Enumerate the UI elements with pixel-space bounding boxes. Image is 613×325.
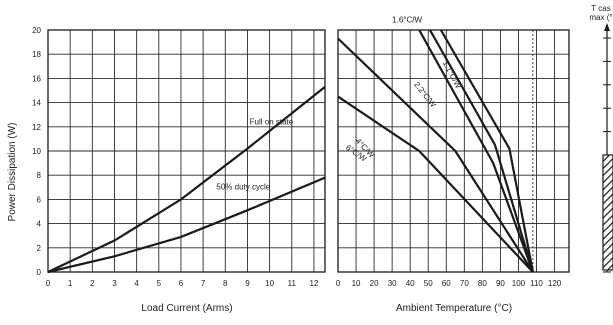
x-tick-label: 7 [201,279,206,288]
series-line [337,95,534,273]
y-tick-label: 6 [37,195,42,204]
y-tick-label: 4 [37,220,42,229]
y-tick-label: 2 [37,244,42,253]
x-tick-label: 40 [406,279,415,288]
x-tick-label: 60 [442,279,451,288]
series-line [439,29,534,273]
series-label: Full on state [250,117,294,126]
x-tick-label: 110 [530,279,543,288]
x-tick-label: 90 [496,279,505,288]
x-tick-label: 6 [179,279,184,288]
x-tick-label: 10 [265,279,274,288]
x-tick-label: 5 [157,279,162,288]
series-line [47,176,326,274]
plot-frame [47,29,326,273]
case-temperature-scale: T cas max (° [589,4,613,273]
x-tick-label: 11 [288,279,297,288]
series-label: 2.2°C/W [412,80,438,109]
y-tick-label: 16 [32,74,41,83]
x-tick-label: 120 [548,279,562,288]
y-tick-label: 10 [32,147,41,156]
series-label: 50% duty cycle [216,183,270,192]
x-tick-label: 20 [370,279,379,288]
tcase-label-line2: max (° [589,13,612,22]
y-tick-label: 8 [37,171,42,180]
x-tick-label: 9 [245,279,250,288]
series-line [47,86,326,273]
series-line [337,37,534,273]
left-x-axis-label: Load Current (Arms) [141,303,232,314]
x-tick-label: 3 [112,279,117,288]
x-tick-label: 12 [309,279,318,288]
y-axis-label: Power Dissipation (W) [7,123,18,222]
x-tick-label: 10 [352,279,361,288]
right-x-axis-label: Ambient Temperature (°C) [396,303,512,314]
plot-frame [337,29,570,273]
tcase-hatched-bar [602,154,613,271]
y-tick-label: 18 [32,50,41,59]
x-tick-label: 80 [478,279,487,288]
ambient-temperature-chart: 0 10 20 30 40 50 60 70 80 90 100 110 1201.6°C/W1.1°C… [336,16,570,288]
y-tick-label: 0 [37,268,42,277]
y-tick-label: 12 [32,123,41,132]
x-tick-label: 2 [90,279,95,288]
x-tick-label: 1 [68,279,73,288]
x-tick-label: 8 [223,279,228,288]
x-tick-label: 70 [460,279,469,288]
x-tick-label: 100 [512,279,526,288]
x-tick-label: 4 [134,279,139,288]
x-tick-label: 0 [46,279,51,288]
series-label: 1.6°C/W [392,16,422,25]
tcase-arrow-icon [604,23,610,31]
series-line [429,29,534,273]
y-tick-label: 14 [32,99,41,108]
x-tick-label: 0 [336,279,341,288]
x-tick-label: 50 [424,279,433,288]
tcase-label-line1: T cas [591,4,610,13]
series-line [418,29,534,273]
y-tick-label: 20 [32,26,41,35]
x-tick-label: 30 [388,279,397,288]
